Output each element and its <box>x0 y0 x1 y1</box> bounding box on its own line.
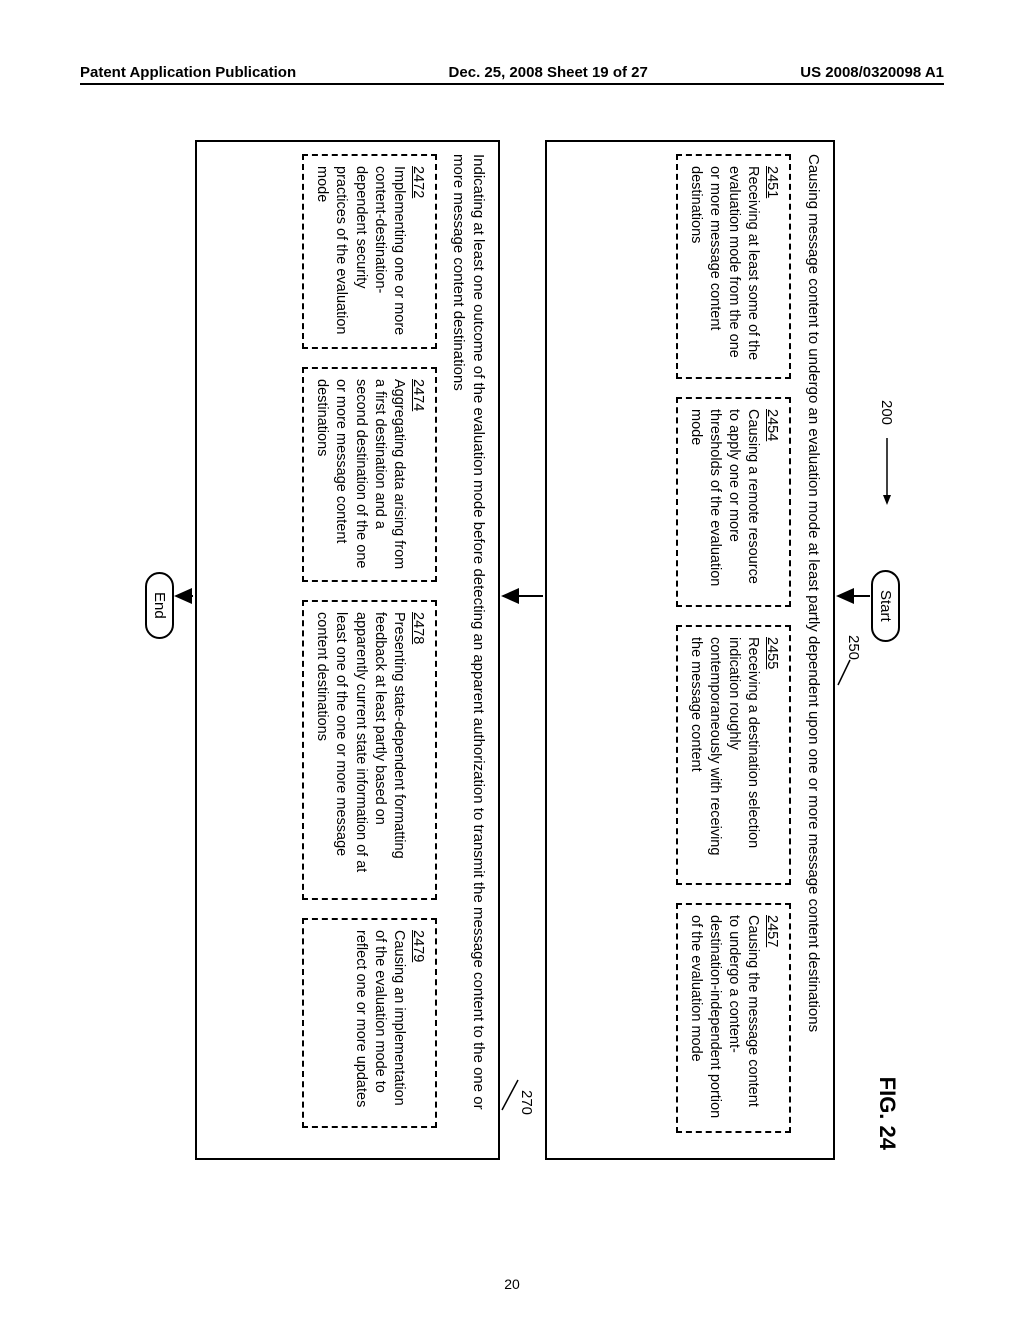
substep-2455: 2455 Receiving a destination selection i… <box>676 625 792 885</box>
header-right: US 2008/0320098 A1 <box>800 64 944 81</box>
substep-2457-text: Causing the message content to undergo a… <box>688 915 761 1118</box>
figure-label: FIG. 24 <box>874 1077 900 1150</box>
substep-2454: 2454 Causing a remote resource to apply … <box>676 397 792 607</box>
substep-2478-num: 2478 <box>410 612 426 644</box>
substep-2474-num: 2474 <box>410 379 426 411</box>
start-terminator: Start <box>871 570 900 642</box>
step-250-box: Causing message content to undergo an ev… <box>545 140 835 1160</box>
substep-2478: 2478 Presenting state-dependent formatti… <box>302 600 437 900</box>
step-250-inner-row: 2451 Receiving at least some of the eval… <box>676 154 792 1146</box>
substep-2479-text: Causing an implementation of the evaluat… <box>353 930 407 1107</box>
substep-2454-num: 2454 <box>765 409 781 441</box>
header-center: Dec. 25, 2008 Sheet 19 of 27 <box>449 64 648 81</box>
substep-2472-num: 2472 <box>410 166 426 198</box>
end-terminator: End <box>145 572 174 639</box>
step-270-inner-row: 2472 Implementing one or more content-de… <box>302 154 437 1146</box>
substep-2479-num: 2479 <box>410 930 426 962</box>
substep-2455-num: 2455 <box>765 637 781 669</box>
ref-200-label: 200 <box>878 400 895 425</box>
substep-2474-text: Aggregating data arising from a first de… <box>314 379 407 569</box>
step-270-box: Indicating at least one outcome of the e… <box>195 140 500 1160</box>
step-250-title: Causing message content to undergo an ev… <box>804 154 824 1146</box>
substep-2478-text: Presenting state-dependent formatting fe… <box>314 612 407 872</box>
substep-2457-num: 2457 <box>765 915 781 947</box>
substep-2451-text: Receiving at least some of the evaluatio… <box>688 166 761 360</box>
substep-2451-num: 2451 <box>765 166 781 198</box>
substep-2457: 2457 Causing the message content to unde… <box>676 903 792 1133</box>
flowchart-diagram: FIG. 24 200 Start 250 270 Causing messag… <box>130 140 900 1160</box>
substep-2455-text: Receiving a destination selection indica… <box>688 637 761 855</box>
page-header: Patent Application Publication Dec. 25, … <box>80 64 944 85</box>
ref-250-label: 250 <box>845 635 862 660</box>
step-270-title: Indicating at least one outcome of the e… <box>449 154 488 1146</box>
substep-2451: 2451 Receiving at least some of the eval… <box>676 154 792 379</box>
header-left: Patent Application Publication <box>80 64 296 81</box>
substep-2454-text: Causing a remote resource to apply one o… <box>688 409 761 586</box>
substep-2474: 2474 Aggregating data arising from a fir… <box>302 367 437 582</box>
substep-2472-text: Implementing one or more content-destina… <box>314 166 407 335</box>
substep-2472: 2472 Implementing one or more content-de… <box>302 154 437 349</box>
substep-2479: 2479 Causing an implementation of the ev… <box>302 918 437 1128</box>
page-number: 20 <box>0 1276 1024 1292</box>
ref-270-label: 270 <box>518 1090 535 1115</box>
diagram-rotated-wrapper: FIG. 24 200 Start 250 270 Causing messag… <box>5 265 1024 1035</box>
